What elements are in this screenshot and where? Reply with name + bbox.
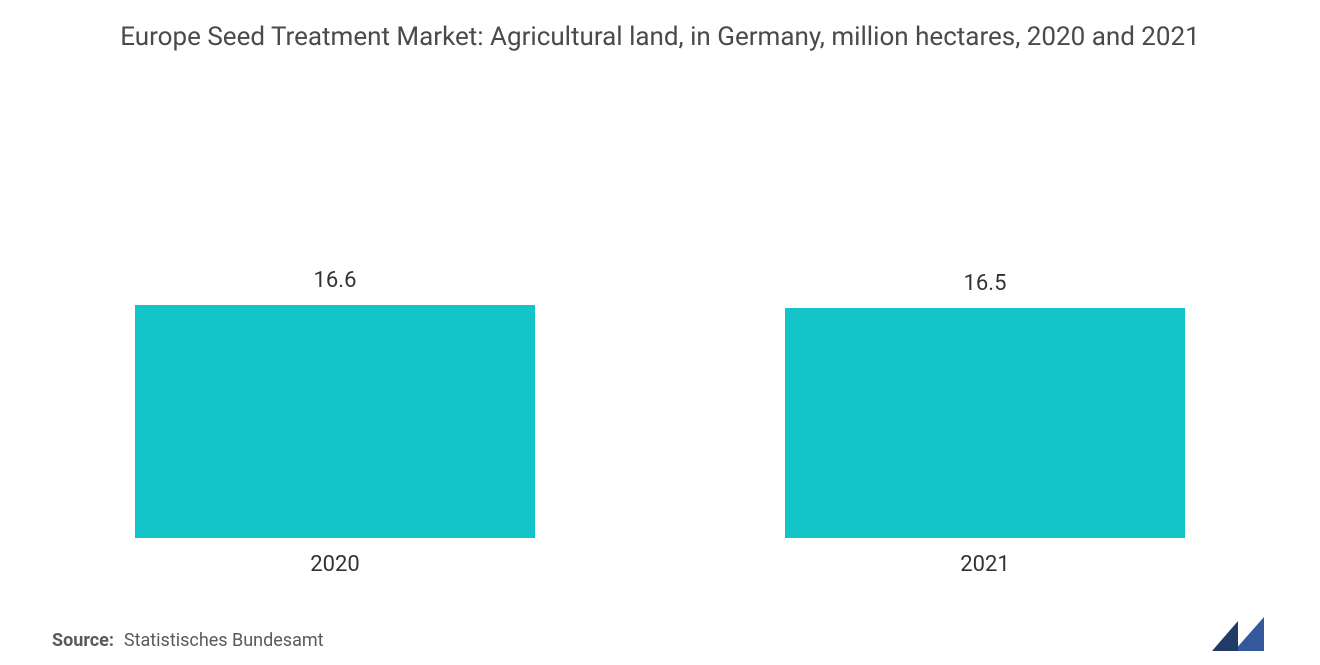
source-label: Source: [52, 630, 114, 651]
brand-logo-icon [1212, 617, 1270, 651]
source-text: Statistisches Bundesamt [124, 630, 324, 651]
chart-container: Europe Seed Treatment Market: Agricultur… [0, 0, 1320, 665]
plot-area: 16.6 2020 16.5 2021 [30, 75, 1290, 607]
bar-0 [135, 305, 535, 538]
bar-group-0: 16.6 2020 [135, 268, 535, 577]
value-label-0: 16.6 [314, 268, 357, 293]
category-label-0: 2020 [310, 552, 359, 577]
chart-title: Europe Seed Treatment Market: Agricultur… [30, 20, 1290, 55]
bar-group-1: 16.5 2021 [785, 271, 1185, 577]
category-label-1: 2021 [960, 552, 1009, 577]
bar-1 [785, 308, 1185, 538]
footer: Source: Statistisches Bundesamt [30, 607, 1290, 665]
source-line: Source: Statistisches Bundesamt [52, 630, 324, 651]
value-label-1: 16.5 [964, 271, 1007, 296]
